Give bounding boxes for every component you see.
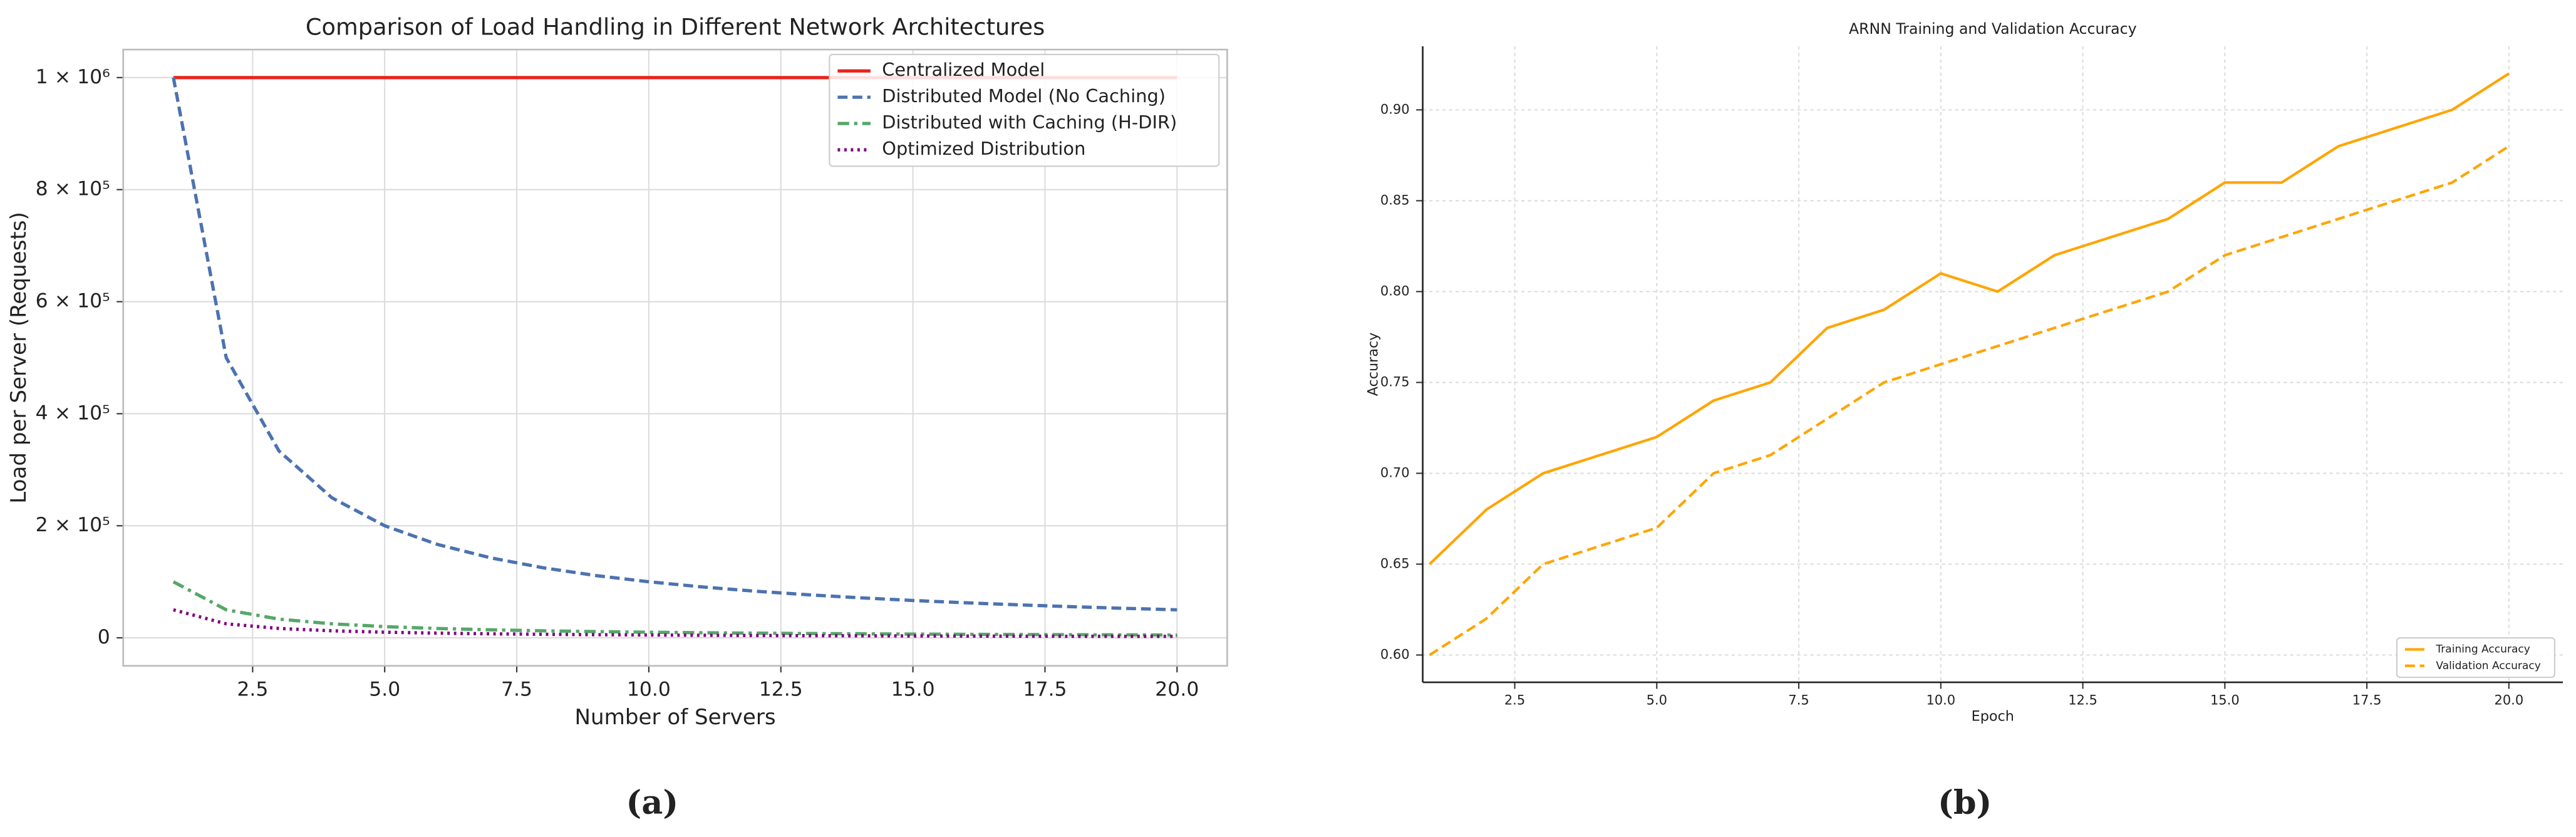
x-tick-label: 2.5 <box>1504 692 1525 707</box>
chart: Comparison of Load Handling in Different… <box>6 14 1228 822</box>
x-tick-label: 10.0 <box>1926 692 1955 707</box>
series-line <box>172 580 1177 637</box>
x-tick-label: 20.0 <box>1155 678 1199 701</box>
x-axis-label: Epoch <box>1972 709 2014 725</box>
legend-label: Distributed Model (No Caching) <box>882 85 1166 107</box>
y-tick-label: 4 × 10⁵ <box>36 402 110 424</box>
y-tick-label: 0.60 <box>1380 647 1410 662</box>
y-tick-label: 2 × 10⁵ <box>36 514 110 536</box>
x-tick-label: 15.0 <box>891 678 935 701</box>
y-tick-label: 0.90 <box>1380 101 1410 117</box>
x-tick-label: 5.0 <box>1647 692 1667 707</box>
y-tick-label: 6 × 10⁵ <box>36 290 110 313</box>
y-axis-label: Load per Server (Requests) <box>6 212 31 504</box>
x-tick-label: 10.0 <box>627 678 671 701</box>
series-line <box>1429 72 2510 565</box>
chart: ARNN Training and Validation Accuracy Epo… <box>1365 20 2563 822</box>
y-tick-label: 0.70 <box>1380 465 1410 480</box>
plot-frame <box>122 48 1228 667</box>
x-tick-label: 17.5 <box>2352 692 2382 707</box>
caption: (b) <box>1938 784 1992 822</box>
chart-title: ARNN Training and Validation Accuracy <box>1849 20 2137 38</box>
x-tick-label: 7.5 <box>1788 692 1809 707</box>
series-line <box>172 77 1177 611</box>
x-axis-label: Number of Servers <box>575 705 776 730</box>
y-tick-label: 8 × 10⁵ <box>36 178 110 200</box>
caption: (a) <box>626 784 679 822</box>
y-tick-label: 0.65 <box>1380 556 1410 571</box>
legend-label: Distributed with Caching (H-DIR) <box>882 112 1177 133</box>
legend-label: Training Accuracy <box>2435 643 2530 656</box>
y-tick-label: 1 × 10⁶ <box>36 66 110 88</box>
x-tick-label: 12.5 <box>759 678 803 701</box>
legend-label: Centralized Model <box>882 59 1045 80</box>
x-tick-label: 7.5 <box>501 678 532 701</box>
legend-label: Optimized Distribution <box>882 138 1085 159</box>
y-tick-label: 0 <box>98 626 110 648</box>
y-tick-label: 0.75 <box>1380 374 1410 389</box>
y-tick-label: 0.85 <box>1380 192 1410 207</box>
y-axis-label: Accuracy <box>1365 333 1381 397</box>
legend-box <box>829 53 1220 167</box>
series-line <box>1429 145 2510 657</box>
x-tick-label: 12.5 <box>2068 692 2098 707</box>
x-tick-label: 5.0 <box>369 678 400 701</box>
x-tick-label: 20.0 <box>2494 692 2523 707</box>
chart-title: Comparison of Load Handling in Different… <box>306 14 1045 41</box>
x-tick-label: 2.5 <box>237 678 268 701</box>
x-tick-label: 17.5 <box>1023 678 1067 701</box>
y-tick-label: 0.80 <box>1380 283 1410 298</box>
legend-label: Validation Accuracy <box>2436 660 2540 672</box>
legend-box <box>2396 637 2555 678</box>
x-tick-label: 15.0 <box>2210 692 2240 707</box>
